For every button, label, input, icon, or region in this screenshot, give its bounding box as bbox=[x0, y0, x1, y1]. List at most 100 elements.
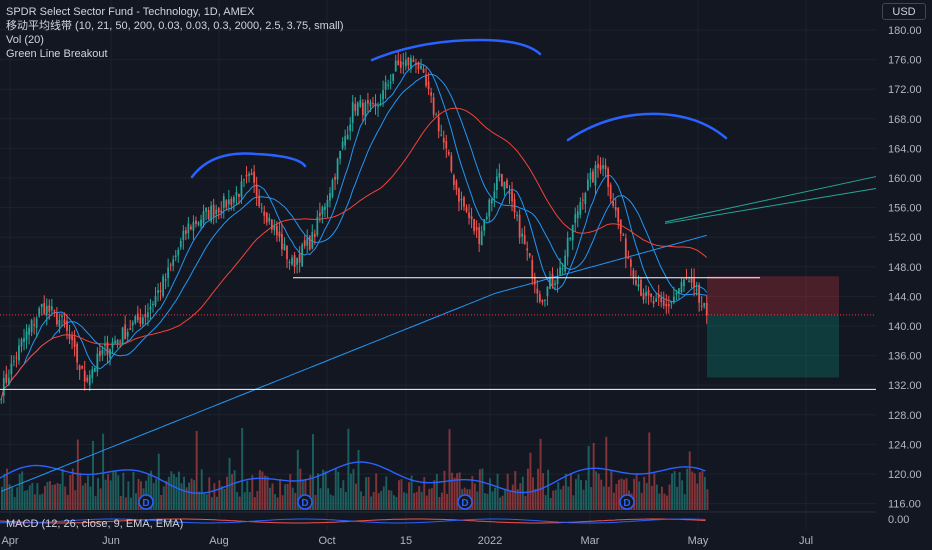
candle-body bbox=[576, 211, 579, 219]
candle-body bbox=[311, 232, 314, 249]
candle-body bbox=[450, 155, 453, 172]
candle-body bbox=[354, 104, 357, 111]
volume-bar bbox=[446, 493, 448, 510]
candle-body bbox=[233, 197, 235, 203]
legend-green-line[interactable]: Green Line Breakout bbox=[6, 48, 108, 60]
volume-bar bbox=[124, 497, 127, 510]
dividend-marker bbox=[138, 494, 154, 510]
volume-bar bbox=[688, 451, 691, 510]
price-tick-label: 132.00 bbox=[888, 380, 922, 392]
candle-body bbox=[190, 226, 192, 230]
volume-bar bbox=[59, 484, 62, 510]
candle-body bbox=[503, 181, 506, 190]
candle-body bbox=[690, 277, 693, 283]
candle-body bbox=[422, 68, 425, 73]
arc-right-shoulder bbox=[566, 112, 728, 142]
volume-bar bbox=[499, 497, 502, 510]
candle-body bbox=[498, 172, 501, 178]
volume-bar bbox=[458, 472, 461, 510]
candle-body bbox=[45, 305, 48, 316]
candle-body bbox=[526, 248, 529, 251]
candle-body bbox=[597, 163, 599, 169]
candle-body bbox=[88, 375, 91, 386]
volume-bar bbox=[84, 483, 87, 510]
candles bbox=[0, 50, 708, 404]
candle-body bbox=[174, 255, 177, 258]
price-tick-label: 156.00 bbox=[888, 203, 922, 215]
candle-body bbox=[392, 73, 395, 81]
volume-bar bbox=[140, 481, 142, 510]
candle-body bbox=[265, 212, 268, 223]
candle-body bbox=[351, 102, 354, 123]
volume-bar bbox=[243, 492, 246, 510]
volume-bar bbox=[390, 490, 393, 510]
volume-bar bbox=[658, 493, 661, 510]
volume-bar bbox=[425, 495, 428, 510]
volume-bar bbox=[253, 497, 256, 510]
candle-body bbox=[647, 290, 650, 296]
moving-averages bbox=[0, 62, 708, 492]
candle-body bbox=[402, 62, 405, 65]
price-tick-label: 116.00 bbox=[888, 499, 921, 511]
candle-body bbox=[695, 289, 698, 291]
volume-bar bbox=[337, 471, 340, 510]
candle-body bbox=[106, 341, 109, 355]
volume-bar bbox=[590, 487, 593, 510]
candle-body bbox=[33, 324, 36, 326]
candle-body bbox=[607, 168, 610, 187]
volume-bar bbox=[147, 473, 150, 510]
candle-body bbox=[5, 373, 8, 383]
volume-bar bbox=[274, 493, 277, 510]
volume-bar bbox=[200, 469, 203, 510]
legend-volume[interactable]: Vol (20) bbox=[6, 34, 44, 46]
candle-body bbox=[349, 124, 352, 132]
volume-bar bbox=[423, 476, 426, 510]
volume-bar bbox=[539, 438, 542, 510]
volume-bar bbox=[81, 485, 84, 510]
volume-bar bbox=[640, 492, 643, 510]
volume-bar bbox=[66, 494, 69, 510]
candle-body bbox=[50, 306, 53, 310]
dividend-marker bbox=[619, 494, 635, 510]
candle-body bbox=[321, 207, 324, 215]
volume-bar bbox=[286, 483, 289, 510]
candle-body bbox=[308, 235, 311, 250]
candle-body bbox=[286, 245, 288, 260]
candle-body bbox=[632, 270, 635, 279]
volume-bar bbox=[362, 496, 365, 510]
candle-body bbox=[202, 211, 205, 224]
volume-bar bbox=[549, 497, 552, 510]
time-tick-label: Aug bbox=[209, 535, 229, 547]
volume-bar bbox=[668, 484, 671, 510]
volume-bar bbox=[261, 471, 264, 510]
currency-button[interactable]: USD bbox=[882, 3, 926, 20]
volume-bar bbox=[696, 483, 699, 510]
volume-bar bbox=[580, 480, 582, 510]
volume-bar bbox=[347, 428, 350, 510]
legend-ma-ribbon[interactable]: 移动平均线带 (10, 21, 50, 200, 0.03, 0.03, 0.3… bbox=[6, 20, 344, 32]
candle-body bbox=[404, 59, 407, 67]
candle-body bbox=[629, 259, 632, 267]
candle-body bbox=[129, 328, 132, 330]
candle-body bbox=[475, 227, 478, 231]
volume-bar bbox=[180, 483, 183, 510]
volume-bar bbox=[420, 491, 423, 510]
price-tick-label: 140.00 bbox=[888, 321, 922, 333]
candle-body bbox=[554, 283, 556, 286]
volume-bar bbox=[481, 468, 484, 510]
candle-body bbox=[134, 315, 137, 324]
volume-bar bbox=[188, 482, 191, 510]
candle-body bbox=[263, 211, 266, 216]
ma-50-line bbox=[0, 107, 708, 400]
volume-bar bbox=[205, 494, 208, 510]
volume-bar bbox=[617, 479, 620, 510]
volume-bar bbox=[519, 483, 522, 510]
volume-bar bbox=[36, 483, 39, 510]
dividend-marker bbox=[297, 494, 313, 510]
macd-legend[interactable]: MACD (12, 26, close, 9, EMA, EMA) bbox=[6, 518, 184, 530]
volume-bar bbox=[547, 469, 550, 510]
macd-pane bbox=[0, 511, 876, 524]
volume-bar bbox=[666, 495, 668, 510]
chart-legend: SPDR Select Sector Fund - Technology, 1D… bbox=[6, 5, 344, 61]
